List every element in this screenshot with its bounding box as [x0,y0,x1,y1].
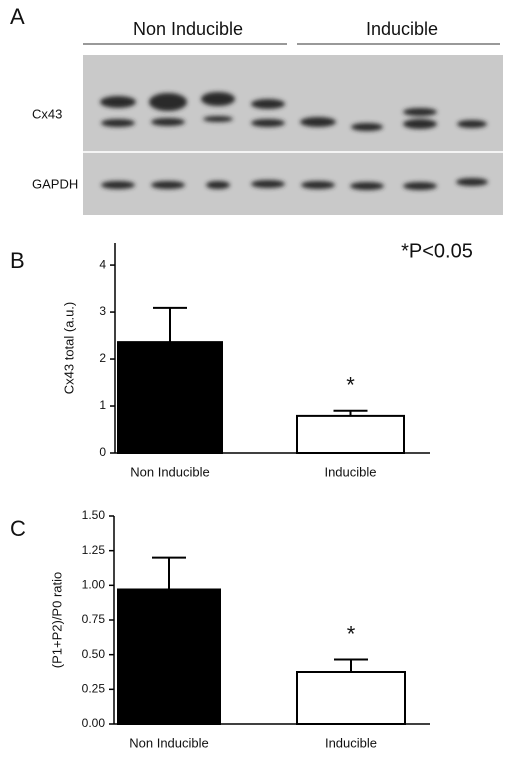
y-axis-label: (P1+P2)/P0 ratio [49,572,64,668]
annotation: *P<0.05 [401,240,473,262]
bar [296,414,405,454]
y-tick-label: 1 [99,398,106,412]
significance-mark: * [346,373,355,398]
panel-label: A [10,4,25,29]
x-tick-label: Non Inducible [129,735,209,750]
panel-label: C [10,516,26,541]
y-axis-label: Cx43 total (a.u.) [61,302,76,395]
y-tick-label: 0.75 [82,612,106,626]
y-tick-label: 1.00 [82,578,106,592]
row-label: Cx43 [32,106,62,121]
x-tick-label: Inducible [325,735,377,750]
y-tick-label: 4 [99,257,106,271]
y-tick-label: 0.50 [82,647,106,661]
y-tick-label: 0 [99,445,106,459]
group-label: Inducible [366,19,438,39]
panel-label: B [10,248,25,273]
x-tick-label: Inducible [324,464,376,479]
y-tick-label: 0.00 [82,716,106,730]
row-label: GAPDH [32,176,78,191]
bar [117,588,221,726]
y-tick-label: 3 [99,304,106,318]
y-tick-label: 2 [99,351,106,365]
blot-image [83,55,503,215]
y-tick-label: 0.25 [82,682,106,696]
bar [117,341,223,454]
y-tick-label: 1.50 [82,508,106,522]
y-tick-label: 1.25 [82,543,106,557]
group-label: Non Inducible [133,19,243,39]
bar [296,671,406,725]
x-tick-label: Non Inducible [130,464,210,479]
significance-mark: * [347,621,356,646]
